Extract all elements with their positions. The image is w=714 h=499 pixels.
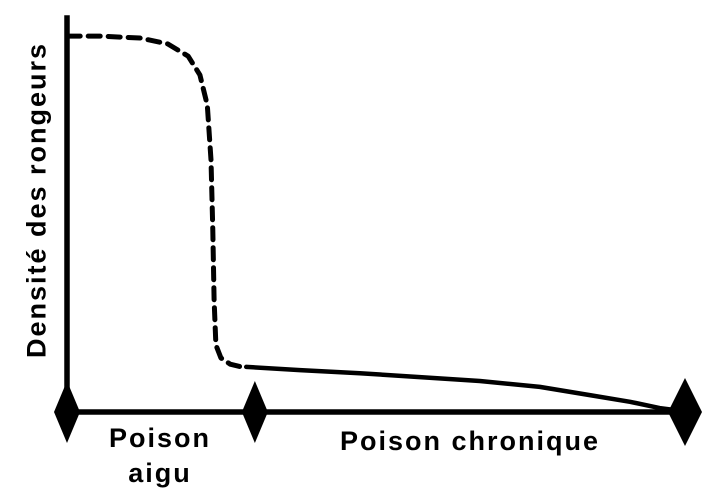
x-axis-diamond-marker-1 (54, 381, 80, 443)
x-axis-diamond-marker-3 (668, 378, 702, 446)
curve-poison-chronique (243, 364, 684, 414)
x-axis-phase-label-poison-chronique: Poison chronique (339, 426, 601, 456)
x-axis-diamond-marker-2 (241, 381, 268, 443)
x-axis-phase-label-poison-aigu: Poison aigu (109, 421, 211, 491)
curve-poison-aigu (65, 33, 244, 370)
phase-aigu-line1: Poison (108, 423, 212, 453)
phase-aigu-line2: aigu (128, 458, 192, 488)
